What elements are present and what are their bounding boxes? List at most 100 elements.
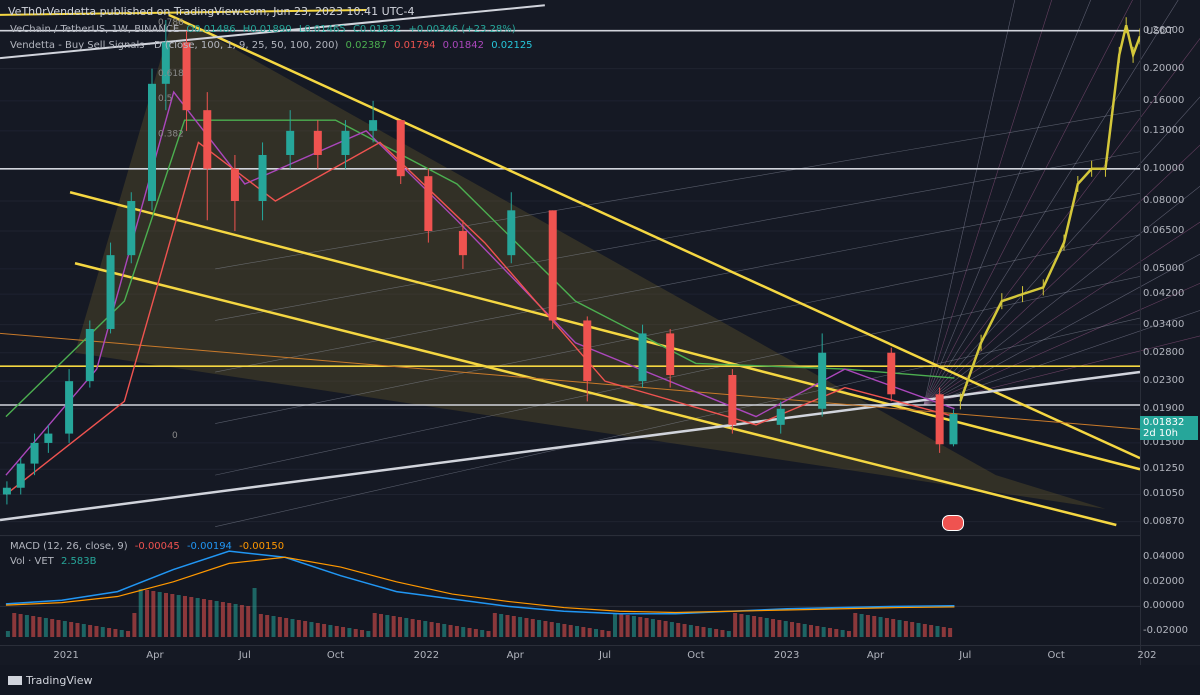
pane-separator[interactable] bbox=[0, 535, 1140, 536]
volume-bar bbox=[81, 624, 86, 637]
fib-level-label: 0.786 bbox=[158, 18, 184, 28]
volume-bar bbox=[176, 595, 181, 637]
volume-legend[interactable]: Vol · VET 2.583B bbox=[10, 556, 100, 567]
fib-level-label: 0.618 bbox=[158, 69, 184, 79]
volume-bar bbox=[663, 621, 668, 637]
candle-body bbox=[44, 433, 53, 443]
volume-bar bbox=[758, 617, 763, 637]
currency-label[interactable]: USDT bbox=[1146, 26, 1174, 37]
volume-bar bbox=[625, 615, 630, 637]
volume-bar bbox=[771, 619, 776, 637]
fib-fan-line bbox=[923, 144, 1200, 406]
volume-bar bbox=[454, 626, 459, 637]
volume-bar bbox=[752, 616, 757, 637]
volume-bar bbox=[182, 596, 187, 637]
trend-fan-line bbox=[215, 109, 1141, 270]
volume-bar bbox=[126, 631, 131, 637]
ohlc-low: L0.01465 bbox=[298, 24, 346, 35]
date-tick-label: Oct bbox=[687, 650, 705, 661]
volume-bar bbox=[657, 620, 662, 637]
volume-bar bbox=[271, 616, 276, 637]
symbol-legend[interactable]: VeChain / TetherUS, 1W, BINANCE O0.01486… bbox=[10, 24, 520, 35]
volume-bar bbox=[682, 624, 687, 637]
volume-bar bbox=[18, 614, 23, 637]
price-tick-label: 0.01050 bbox=[1143, 488, 1185, 500]
volume-bar bbox=[676, 623, 681, 637]
macd-hist-value: -0.00045 bbox=[134, 541, 180, 552]
candle-body bbox=[16, 463, 25, 488]
candle-body bbox=[369, 120, 378, 131]
symbol-name[interactable]: VeChain / TetherUS, 1W, BINANCE bbox=[10, 24, 180, 35]
volume-bar bbox=[562, 624, 567, 637]
volume-bar bbox=[802, 624, 807, 637]
volume-bar bbox=[37, 617, 42, 637]
volume-bar bbox=[935, 626, 940, 637]
indicator-value-3: 0.01842 bbox=[442, 40, 484, 51]
top-resistance-line bbox=[0, 9, 367, 16]
volume-bar bbox=[410, 619, 415, 637]
volume-bar bbox=[612, 613, 617, 637]
volume-bar bbox=[815, 626, 820, 637]
fib-fan-line bbox=[923, 96, 1200, 406]
candle-body bbox=[182, 42, 191, 111]
volume-bar bbox=[872, 616, 877, 637]
volume-bar bbox=[821, 627, 826, 637]
macd-legend[interactable]: MACD (12, 26, close, 9) -0.00045 -0.0019… bbox=[10, 541, 288, 552]
volume-bar bbox=[372, 613, 377, 637]
volume-bar bbox=[764, 618, 769, 637]
trend-fan-line bbox=[215, 317, 1141, 527]
candle-body bbox=[258, 154, 267, 202]
date-tick-label: 202 bbox=[1137, 650, 1157, 661]
macd-name[interactable]: MACD (12, 26, close, 9) bbox=[10, 541, 128, 552]
volume-bar bbox=[31, 616, 36, 637]
candle-body bbox=[728, 374, 737, 425]
macd-tick-label: 0.00000 bbox=[1143, 600, 1185, 612]
volume-bar bbox=[334, 626, 339, 637]
volume-bar bbox=[859, 614, 864, 637]
price-tick-label: 0.26000 bbox=[1143, 24, 1185, 36]
volume-value: 2.583B bbox=[60, 556, 97, 567]
volume-bar bbox=[252, 588, 257, 637]
trend-fan-line bbox=[215, 151, 1141, 321]
tradingview-logo[interactable]: TradingView bbox=[8, 674, 92, 687]
volume-bar bbox=[543, 621, 548, 637]
volume-bar bbox=[619, 614, 624, 637]
volume-bar bbox=[404, 618, 409, 637]
volume-bar bbox=[853, 613, 858, 637]
macd-tick-label: 0.02000 bbox=[1143, 575, 1185, 587]
volume-bar bbox=[145, 590, 150, 637]
orange-trend-line bbox=[0, 332, 1141, 430]
volume-bar bbox=[461, 627, 466, 637]
volume-bar bbox=[201, 599, 206, 637]
ohlc-close: C0.01832 bbox=[352, 24, 402, 35]
volume-bar bbox=[726, 631, 731, 637]
candle-body bbox=[949, 414, 958, 445]
macd-signal-value: -0.00150 bbox=[239, 541, 285, 552]
us-flag-event-icon[interactable] bbox=[942, 515, 964, 531]
volume-bar bbox=[265, 615, 270, 637]
volume-bar bbox=[790, 622, 795, 637]
price-tick-label: 0.16000 bbox=[1143, 94, 1185, 106]
indicator-legend[interactable]: Vendetta - Buy Sell Signals · D (close, … bbox=[10, 40, 537, 51]
volume-bar bbox=[138, 589, 143, 637]
volume-bar bbox=[720, 630, 725, 637]
volume-bar bbox=[688, 625, 693, 637]
falling-wedge-shading bbox=[75, 14, 1106, 509]
footer bbox=[0, 665, 1200, 695]
price-tick-label: 0.02800 bbox=[1143, 346, 1185, 358]
volume-bar bbox=[100, 627, 105, 637]
candle-body bbox=[230, 168, 239, 202]
volume-bar bbox=[878, 617, 883, 637]
volume-bar bbox=[391, 616, 396, 637]
channel-middle-line bbox=[69, 191, 1141, 471]
fib-fan-line bbox=[923, 335, 1200, 406]
date-tick-label: Jul bbox=[598, 650, 612, 661]
volume-bar bbox=[435, 623, 440, 637]
indicator-name[interactable]: Vendetta - Buy Sell Signals · D (close, … bbox=[10, 40, 339, 51]
volume-bar bbox=[322, 624, 327, 637]
volume-bar bbox=[75, 623, 80, 637]
volume-bar bbox=[486, 631, 491, 637]
volume-name[interactable]: Vol · VET bbox=[10, 556, 54, 567]
